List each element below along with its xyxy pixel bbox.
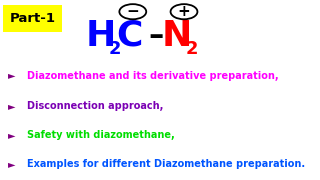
Text: ►: ►	[8, 159, 15, 169]
Text: Examples for different Diazomethane preparation.: Examples for different Diazomethane prep…	[27, 159, 305, 169]
Text: Safety with diazomethane,: Safety with diazomethane,	[27, 130, 175, 140]
Text: Part-1: Part-1	[10, 12, 56, 25]
Text: N: N	[162, 19, 192, 53]
Text: 2: 2	[109, 40, 122, 58]
Text: –: –	[148, 21, 164, 51]
Text: H: H	[86, 19, 116, 53]
Text: C: C	[116, 19, 143, 53]
Text: 2: 2	[186, 40, 198, 58]
Text: ►: ►	[8, 130, 15, 140]
Text: Disconnection approach,: Disconnection approach,	[27, 101, 164, 111]
Text: ►: ►	[8, 71, 15, 81]
Text: +: +	[178, 4, 190, 19]
FancyBboxPatch shape	[3, 5, 62, 31]
Text: ►: ►	[8, 101, 15, 111]
Text: Diazomethane and its derivative preparation,: Diazomethane and its derivative preparat…	[27, 71, 279, 81]
Text: −: −	[126, 4, 139, 19]
